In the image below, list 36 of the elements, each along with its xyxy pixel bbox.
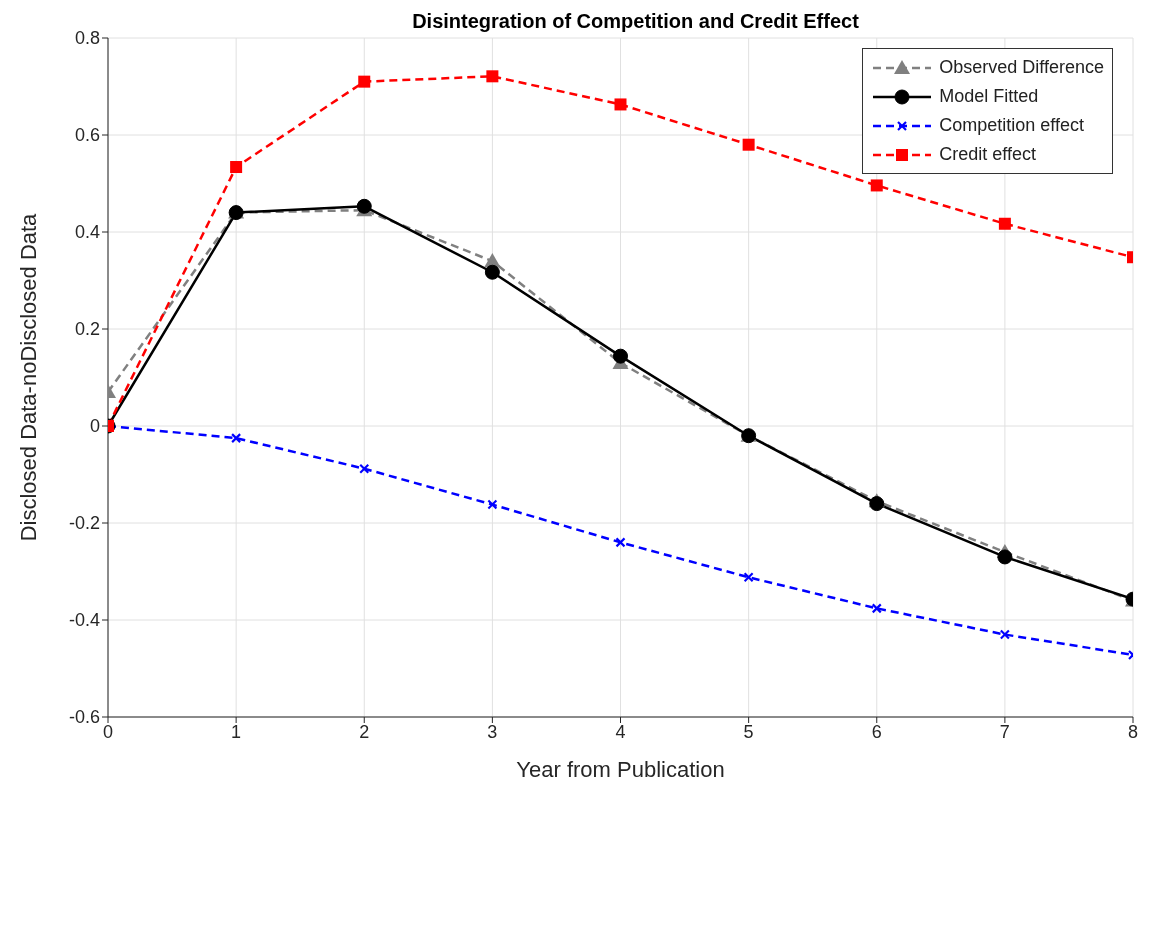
point xyxy=(869,496,885,512)
point xyxy=(230,161,243,174)
x-tick-label: 1 xyxy=(231,721,242,742)
y-axis-title: Disclosed Data-noDisclosed Data xyxy=(15,212,41,542)
point xyxy=(486,70,499,83)
y-tick-label: 0.8 xyxy=(74,28,100,49)
y-tick-label: 0.4 xyxy=(74,222,100,243)
y-tick-label: -0.4 xyxy=(68,610,100,631)
x-tick-label: 3 xyxy=(487,721,498,742)
point xyxy=(358,75,371,88)
x-tick-label: 0 xyxy=(102,721,114,742)
point xyxy=(484,264,500,280)
point xyxy=(614,98,627,111)
point xyxy=(997,549,1013,565)
legend-label: Competition effect xyxy=(939,115,1084,136)
point xyxy=(356,198,372,214)
point xyxy=(870,179,883,192)
y-tick-label: 0.2 xyxy=(74,319,100,340)
point xyxy=(998,217,1011,230)
point xyxy=(742,138,755,151)
y-tick-label: 0.6 xyxy=(74,125,100,146)
x-axis-title: Year from Publication xyxy=(516,757,725,782)
y-tick-label: -0.2 xyxy=(68,513,100,534)
x-tick-label: 6 xyxy=(871,721,882,742)
point xyxy=(613,348,628,364)
legend-label: Observed Difference xyxy=(939,57,1104,78)
legend-label: Model Fitted xyxy=(939,86,1039,107)
x-tick-label: 8 xyxy=(1127,721,1139,742)
x-tick-label: 7 xyxy=(999,721,1010,742)
x-tick-label: 5 xyxy=(743,721,754,742)
y-tick-label: -0.6 xyxy=(68,707,100,728)
chart-title: Disintegration of Competition and Credit Effect xyxy=(412,10,859,32)
legend-label: Credit effect xyxy=(939,144,1036,165)
x-tick-label: 2 xyxy=(359,721,370,742)
x-tick-label: 4 xyxy=(615,721,626,742)
y-tick-label: 0 xyxy=(89,416,100,437)
